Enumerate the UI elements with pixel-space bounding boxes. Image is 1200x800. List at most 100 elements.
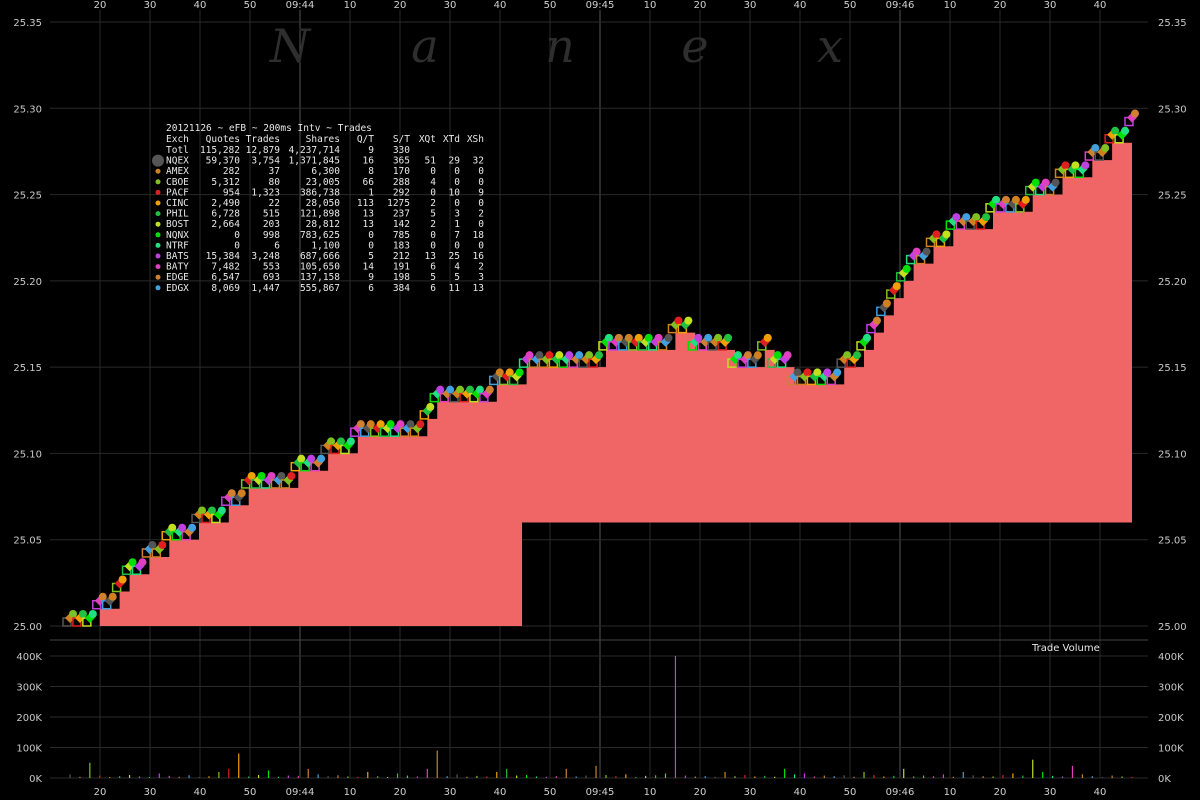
time-tick-label-top: 30	[444, 0, 457, 11]
table-cell: 115,282	[200, 145, 240, 156]
price-tick-label-left: 25.05	[13, 536, 42, 547]
table-cell: 51	[425, 156, 437, 167]
quote-marker	[992, 195, 1001, 204]
quote-marker	[783, 351, 792, 360]
table-cell: 1275	[387, 198, 410, 209]
quote-marker	[1021, 195, 1030, 204]
price-tick-label-right: 25.00	[1158, 622, 1187, 633]
table-cell: 0	[478, 219, 484, 230]
table-header-cell: Trades	[246, 134, 280, 145]
quote-marker	[843, 351, 852, 360]
quote-marker	[674, 316, 683, 325]
quote-marker	[446, 385, 455, 394]
quote-marker	[1051, 178, 1060, 187]
volume-tick-label-right: 200K	[1158, 713, 1184, 724]
table-cell: NTRF	[166, 240, 189, 251]
table-cell: 16	[363, 156, 375, 167]
quote-marker	[882, 299, 891, 308]
table-cell: 237	[393, 209, 410, 220]
table-cell: 13	[473, 283, 484, 294]
table-cell: 183	[393, 240, 410, 251]
table-cell: 142	[393, 219, 410, 230]
quote-marker	[436, 385, 445, 394]
quote-marker	[475, 385, 484, 394]
table-cell: 5	[368, 251, 374, 262]
time-tick-label-top: 09:44	[286, 0, 315, 11]
time-tick-label-bottom: 30	[1044, 787, 1057, 798]
quote-marker	[972, 213, 981, 222]
exchange-dot	[155, 221, 161, 227]
table-cell: 0	[234, 230, 240, 241]
table-cell: 113	[357, 198, 374, 209]
time-tick-label-bottom: 30	[744, 787, 757, 798]
table-cell: 2	[430, 198, 436, 209]
bid-area	[70, 125, 1132, 626]
exchange-dot	[155, 168, 161, 174]
quote-marker	[356, 420, 365, 429]
volume-tick-label-left: 200K	[16, 713, 42, 724]
quote-marker	[98, 592, 107, 601]
table-cell: 10	[449, 187, 461, 198]
table-cell: 0	[478, 198, 484, 209]
table-cell: 288	[393, 177, 410, 188]
time-tick-label-bottom: 30	[144, 787, 157, 798]
table-cell: 7,482	[211, 262, 240, 273]
table-cell: 121,898	[300, 209, 340, 220]
table-cell: 32	[473, 156, 484, 167]
table-cell: 16	[473, 251, 485, 262]
table-cell: EDGE	[166, 272, 189, 283]
table-cell: 198	[393, 272, 410, 283]
table-cell: 80	[269, 177, 281, 188]
watermark-letter: N	[269, 19, 312, 73]
quote-marker	[565, 351, 574, 360]
table-cell: BATS	[166, 251, 189, 262]
table-cell: EDGX	[166, 283, 189, 294]
price-tick-label-right: 25.10	[1158, 449, 1187, 460]
table-cell: 384	[393, 283, 410, 294]
quote-marker	[207, 506, 216, 515]
quote-marker	[366, 420, 375, 429]
exchange-dot	[155, 285, 161, 291]
quote-marker	[733, 351, 742, 360]
table-cell: 5	[430, 209, 436, 220]
table-cell: 13	[425, 251, 436, 262]
exchange-dot	[155, 274, 161, 280]
table-cell: 954	[223, 187, 240, 198]
quote-marker	[406, 420, 415, 429]
table-cell: 6	[430, 262, 436, 273]
quote-marker	[396, 420, 405, 429]
table-cell: 0	[430, 187, 436, 198]
watermark-letter: x	[817, 19, 843, 73]
time-tick-label-bottom: 10	[344, 787, 357, 798]
time-tick-label-top: 40	[794, 0, 807, 11]
quote-markers	[62, 109, 1139, 627]
quote-marker	[1071, 161, 1080, 170]
watermark-letter: e	[681, 19, 708, 73]
table-cell: 0	[478, 240, 484, 251]
exchange-dot	[152, 154, 164, 167]
price-tick-label-left: 25.10	[13, 449, 42, 460]
quote-marker	[1011, 195, 1020, 204]
quote-marker	[743, 351, 752, 360]
table-cell: 6	[430, 283, 436, 294]
quote-marker	[684, 316, 693, 325]
quote-marker	[753, 351, 762, 360]
price-tick-label-left: 25.00	[13, 622, 42, 633]
quote-marker	[217, 506, 226, 515]
time-tick-label-bottom: 10	[644, 787, 657, 798]
time-tick-label-top: 40	[1094, 0, 1107, 11]
table-cell: 3,248	[251, 251, 280, 262]
table-cell: 785	[393, 230, 410, 241]
exchange-dot	[155, 200, 161, 206]
time-tick-label-top: 10	[344, 0, 357, 11]
time-tick-label-top: 30	[744, 0, 757, 11]
price-tick-label-left: 25.20	[13, 277, 42, 288]
quote-marker	[158, 540, 167, 549]
quote-marker	[813, 368, 822, 377]
table-cell: 9	[368, 272, 374, 283]
table-cell: 3,754	[251, 156, 280, 167]
table-cell: BOST	[166, 219, 189, 230]
quote-marker	[386, 420, 395, 429]
table-cell: 191	[393, 262, 410, 273]
